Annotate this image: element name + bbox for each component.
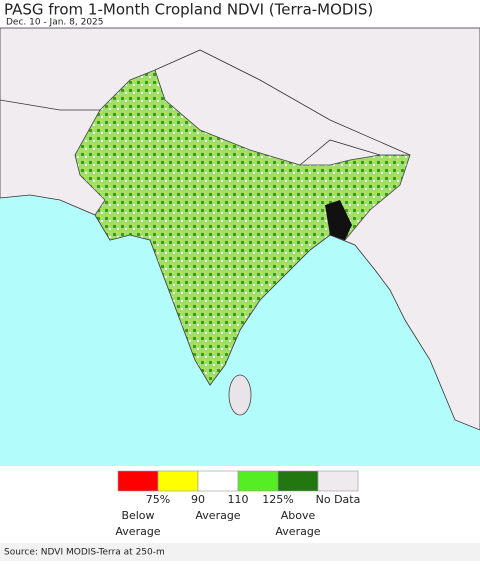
borders bbox=[0, 49, 411, 166]
legend-tick-label: 110 bbox=[228, 493, 249, 506]
legend-tick-label: 75% bbox=[146, 493, 170, 506]
legend-caption: Below bbox=[121, 509, 154, 522]
subtitle: Dec. 10 - Jan. 8, 2025 bbox=[6, 18, 104, 28]
legend-caption: Above bbox=[281, 509, 316, 522]
legend-tick-label: 90 bbox=[191, 493, 205, 506]
legend-swatch bbox=[197, 470, 239, 492]
legend-caption: Average bbox=[275, 525, 320, 538]
sri-lanka bbox=[228, 374, 252, 416]
footer-bar bbox=[0, 543, 480, 561]
india-cropland bbox=[74, 69, 411, 386]
source: Source: NDVI MODIS-Terra at 250-m bbox=[4, 548, 165, 558]
legend-swatch bbox=[157, 470, 199, 492]
title: PASG from 1-Month Cropland NDVI (Terra-M… bbox=[4, 1, 373, 19]
legend-tick-label: 125% bbox=[262, 493, 293, 506]
legend-caption: Average bbox=[195, 509, 240, 522]
legend-no-data: No Data bbox=[316, 493, 361, 506]
legend-caption: Average bbox=[115, 525, 160, 538]
legend: 75% 90 110 125% No Data Below Average Average Ab… bbox=[115, 470, 361, 538]
legend-swatch bbox=[317, 470, 359, 492]
legend-swatch bbox=[117, 470, 159, 492]
legend-swatch bbox=[237, 470, 279, 492]
legend-swatch bbox=[277, 470, 319, 492]
bangladesh bbox=[325, 200, 352, 240]
